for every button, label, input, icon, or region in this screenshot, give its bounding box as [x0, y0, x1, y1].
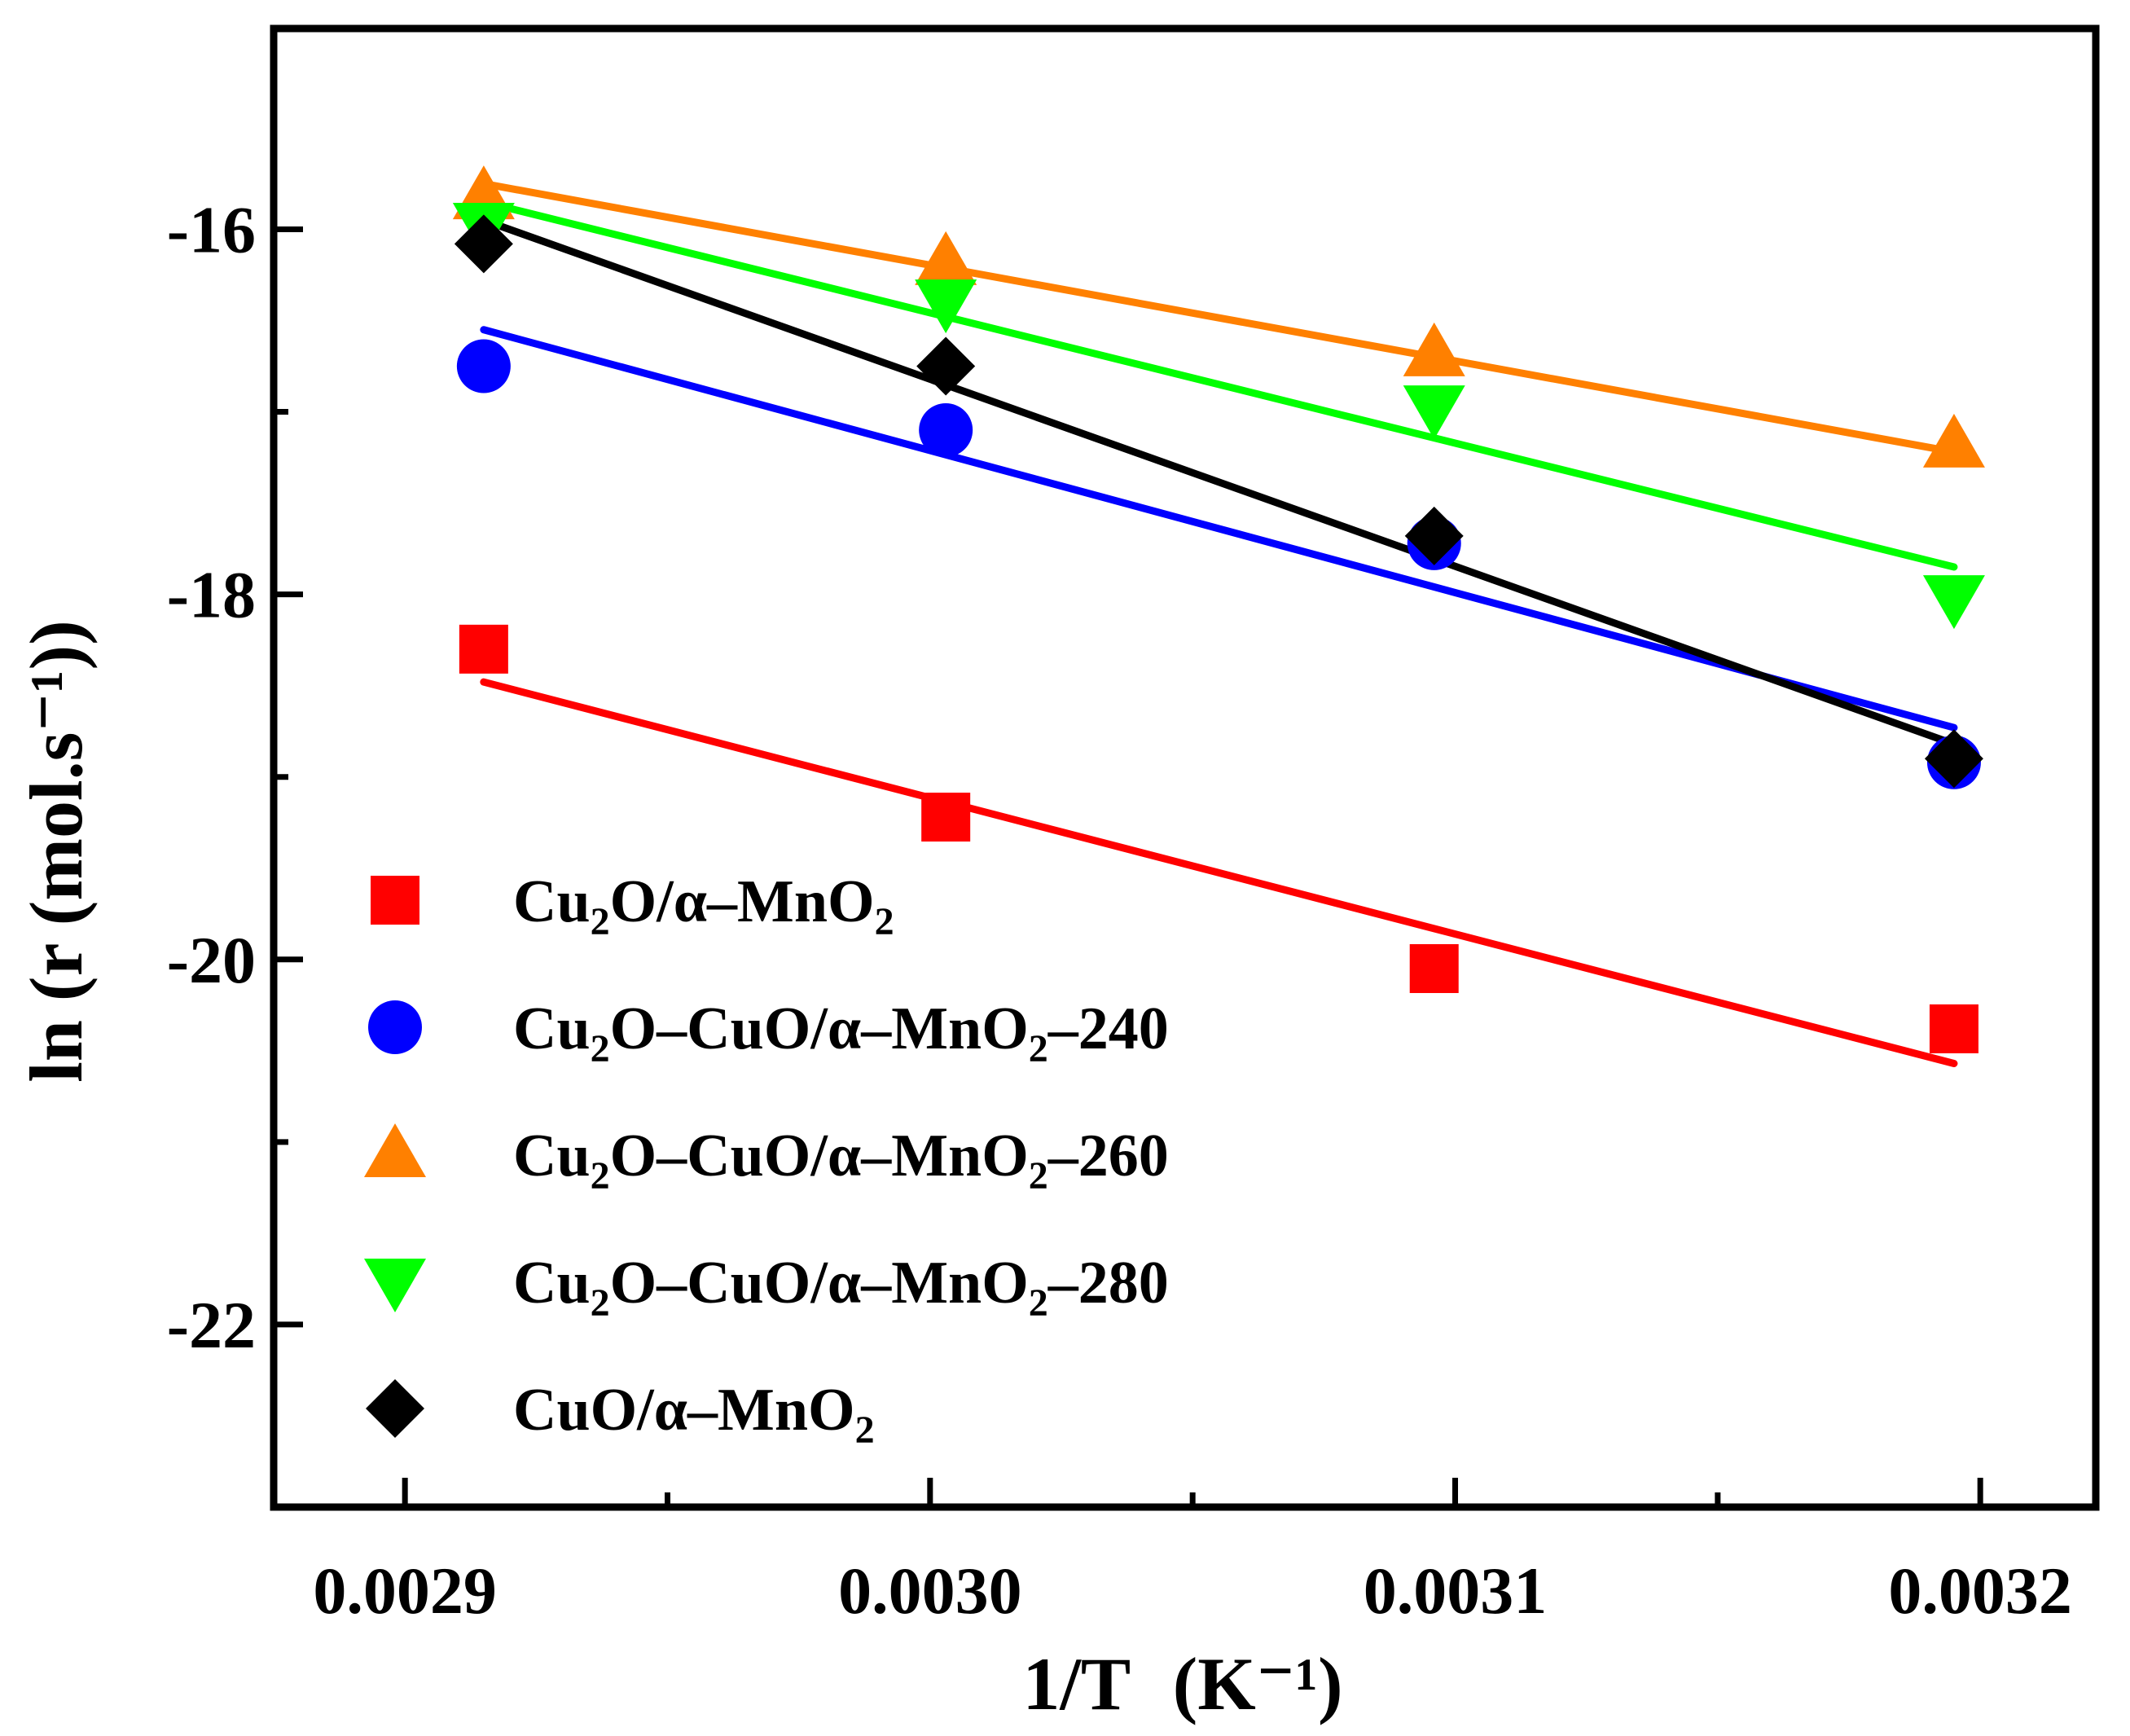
fit-line-series-4 [480, 198, 1958, 571]
y-tick-label: -18 [167, 558, 256, 632]
legend-label-1: Cu2O/α–MnO2 [513, 868, 894, 943]
data-point-series-1 [921, 793, 971, 842]
legend-label-3: Cu2O–CuO/α–MnO2–260 [513, 1123, 1169, 1198]
x-tick-label: 0.0030 [838, 1554, 1022, 1628]
data-point-series-3 [1922, 413, 1985, 468]
data-point-series-4 [1403, 385, 1465, 440]
data-point-series-3 [915, 231, 977, 285]
data-point-series-1 [459, 624, 508, 674]
fit-line-series-5 [480, 216, 1958, 748]
legend-label-5: CuO/α–MnO2 [513, 1377, 875, 1452]
fit-lines [480, 179, 1958, 1067]
legend-marker-1 [371, 876, 419, 925]
data-point-series-4 [915, 279, 977, 334]
legend-marker-4 [364, 1259, 426, 1312]
data-point-series-4 [1922, 575, 1985, 630]
data-point-series-1 [1409, 943, 1459, 993]
data-point-series-3 [1403, 322, 1465, 376]
fit-line-series-3 [480, 179, 1958, 456]
data-point-series-5 [454, 214, 513, 274]
x-axis-title: 1/T (K⁻¹) [1022, 1642, 1342, 1725]
legend-label-2: Cu2O–CuO/α–MnO2–240 [513, 995, 1169, 1070]
data-point-series-5 [1404, 506, 1464, 565]
x-tick-label: 0.0029 [313, 1554, 497, 1628]
x-tick-label: 0.0032 [1888, 1554, 2072, 1628]
x-axis-title-unit: (K⁻¹) [1173, 1642, 1343, 1725]
legend-marker-3 [364, 1123, 426, 1177]
y-tick-labels: -16 -18 -20 -22 [167, 192, 256, 1361]
x-tick-labels: 0.0029 0.0030 0.0031 0.0032 [313, 1554, 2072, 1628]
axis-ticks [274, 226, 1983, 1507]
x-axis-title-text: 1/T [1022, 1642, 1130, 1725]
legend-label-4: Cu2O–CuO/α–MnO2–280 [513, 1250, 1169, 1325]
fit-line-series-1 [480, 678, 1958, 1067]
data-point-series-5 [1924, 729, 1983, 789]
data-point-series-5 [916, 336, 976, 396]
y-tick-label: -20 [167, 923, 256, 997]
legend-marker-5 [366, 1379, 424, 1438]
data-markers [452, 165, 1985, 1053]
y-tick-label: -22 [167, 1288, 256, 1362]
legend: Cu2O/α–MnO2 Cu2O–CuO/α–MnO2–240 Cu2O–CuO/α… [364, 868, 1169, 1452]
y-tick-label: -16 [167, 192, 256, 266]
fit-line-series-2 [480, 326, 1958, 732]
legend-marker-2 [368, 1000, 422, 1054]
data-point-series-2 [919, 402, 973, 457]
plot-frame [270, 24, 2100, 1511]
data-point-series-1 [1929, 1004, 1978, 1053]
data-point-series-2 [456, 339, 511, 393]
y-axis-title: ln (r (mol.s⁻¹)) [15, 620, 98, 1083]
x-tick-label: 0.0031 [1364, 1554, 1548, 1628]
